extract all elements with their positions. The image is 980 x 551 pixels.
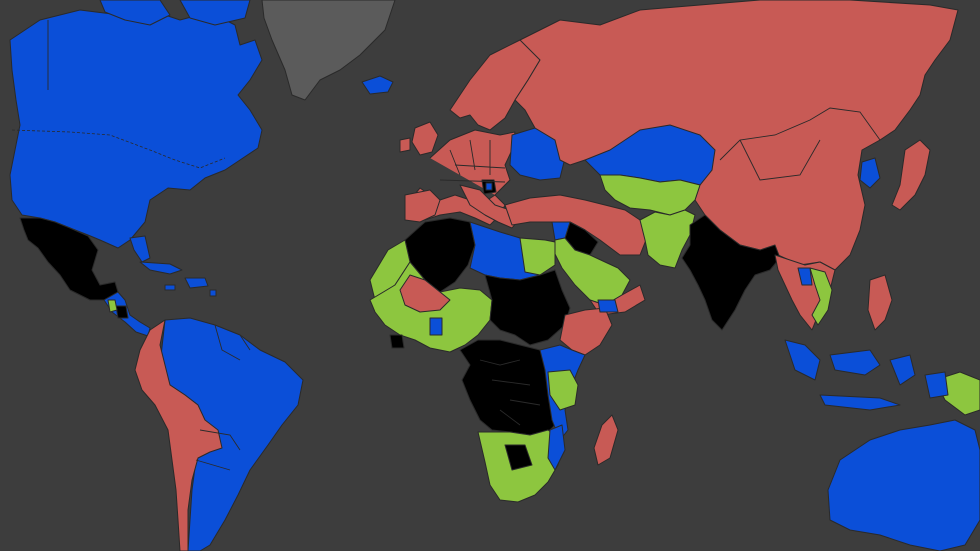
south-america-borders xyxy=(195,324,251,471)
papua-blue xyxy=(924,371,949,399)
arctic-islands xyxy=(99,0,251,26)
laos-blue xyxy=(797,267,813,286)
us-canada-border xyxy=(11,129,226,169)
florida xyxy=(129,235,151,263)
egypt-green xyxy=(519,237,556,276)
west-africa-blue xyxy=(429,317,443,336)
mali xyxy=(399,274,451,313)
horn-of-africa xyxy=(559,307,613,356)
india xyxy=(681,214,781,331)
central-america-green xyxy=(107,299,118,313)
europe-borders xyxy=(439,139,506,183)
madagascar xyxy=(593,414,619,466)
afghanistan-pakistan xyxy=(639,209,696,269)
saudi-arabia xyxy=(553,237,631,306)
southern-africa-black xyxy=(504,444,533,471)
caribbean-islands xyxy=(164,284,217,297)
central-africa-borders xyxy=(479,359,541,426)
hispaniola xyxy=(184,277,209,289)
cuba xyxy=(139,261,183,275)
central-asia xyxy=(599,174,701,216)
uk-ireland xyxy=(399,121,439,156)
greenland xyxy=(261,0,396,101)
balkan-blue xyxy=(485,182,493,191)
west-africa-black xyxy=(389,334,405,349)
iberia xyxy=(404,189,441,223)
southeast-asia-green xyxy=(809,267,833,326)
russia-china-border xyxy=(719,107,881,181)
central-america-black xyxy=(115,305,129,319)
indonesia xyxy=(784,339,916,411)
mozambique-blue xyxy=(547,424,566,471)
philippines xyxy=(867,274,893,331)
korea xyxy=(859,157,881,189)
japan xyxy=(891,139,931,211)
kenya-green xyxy=(547,369,579,411)
south-america-west xyxy=(134,319,223,551)
iceland xyxy=(361,75,394,95)
somalia-blue xyxy=(597,299,619,313)
australia xyxy=(827,419,980,551)
